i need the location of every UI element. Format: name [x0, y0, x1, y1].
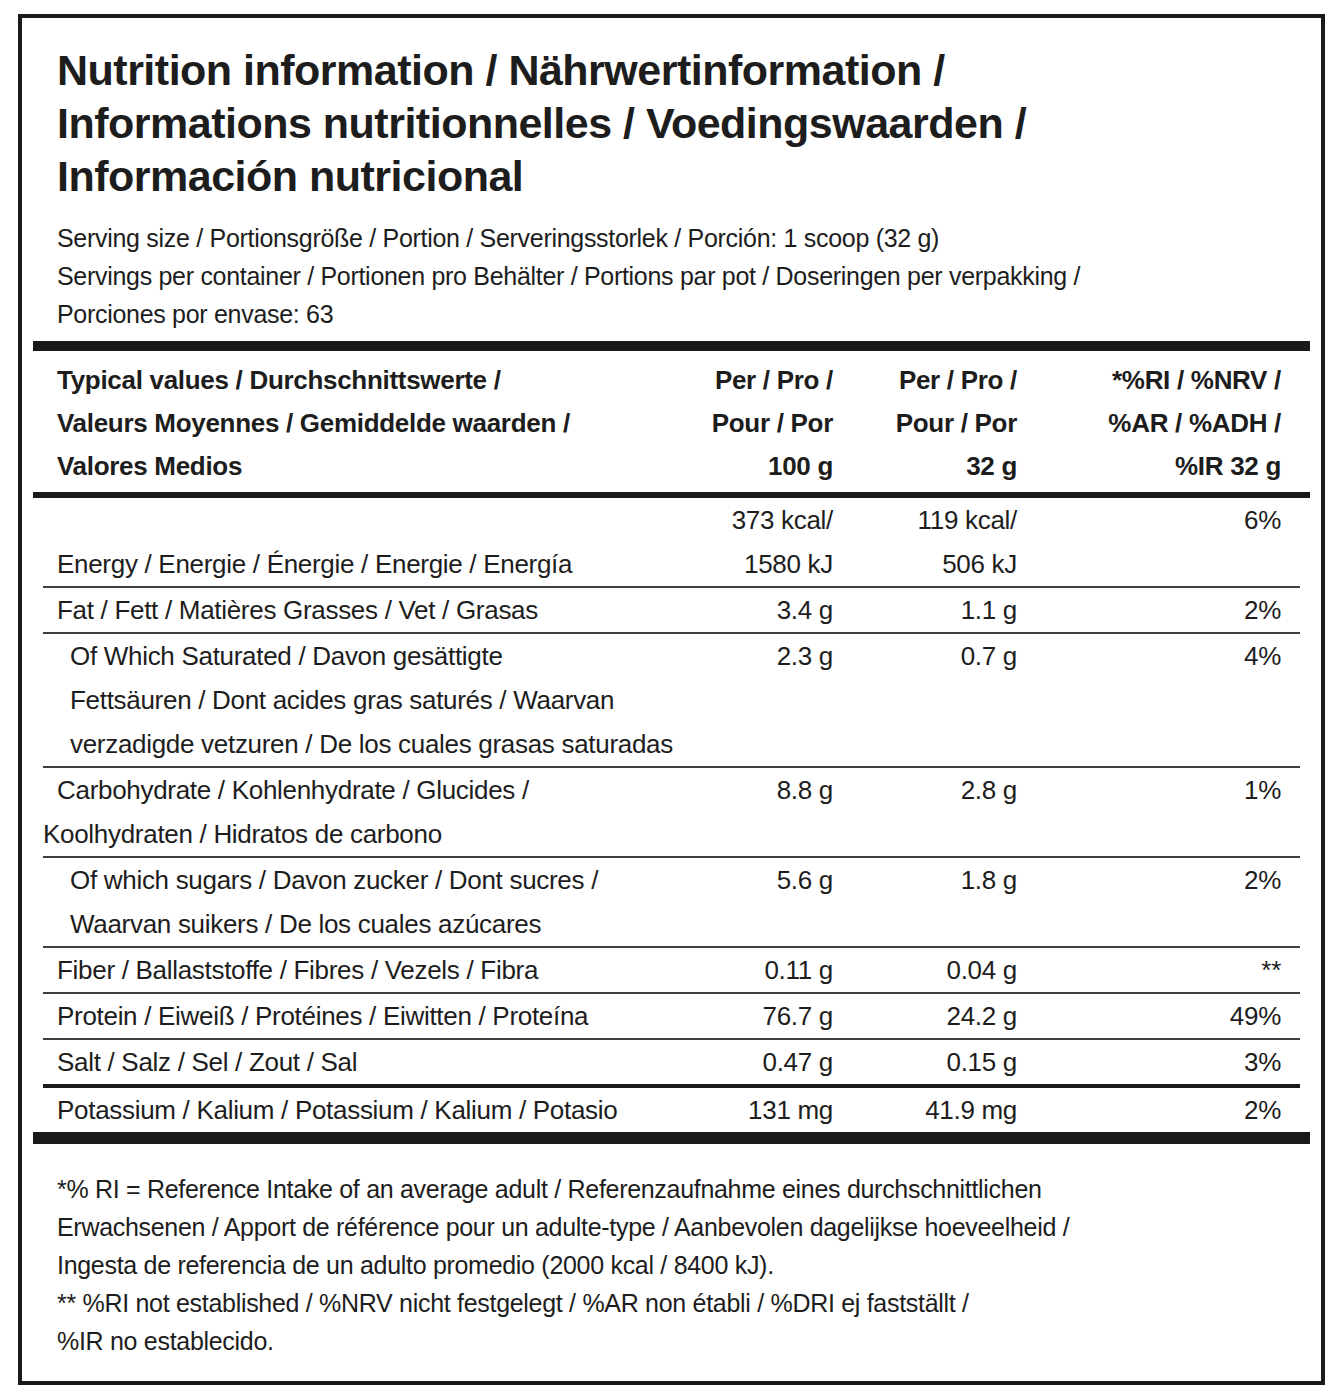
table-row-line: Fettsäuren / Dont acides gras saturés / … [43, 678, 1300, 722]
value-per-100g: 3.4 g [693, 588, 833, 632]
value-ri-percent: 2% [1017, 858, 1290, 902]
table-row-line: 373 kcal/119 kcal/6% [43, 498, 1300, 542]
table-row-carbohydrate: Carbohydrate / Kohlenhydrate / Glucides … [43, 768, 1300, 856]
value-ri-percent: 3% [1017, 1040, 1290, 1084]
table-row-line: Fat / Fett / Matières Grasses / Vet / Gr… [43, 588, 1300, 632]
table-row-line: Of Which Saturated / Davon gesättigte2.3… [43, 634, 1300, 678]
value-per-100g: 373 kcal/ [693, 498, 833, 542]
table-row-line: Carbohydrate / Kohlenhydrate / Glucides … [43, 768, 1300, 812]
value-per-100g: 5.6 g [693, 858, 833, 902]
footnote-reference-intake: *% RI = Reference Intake of an average a… [57, 1170, 1286, 1284]
footnote-not-established: ** %RI not established / %NRV nicht fest… [57, 1284, 1286, 1360]
table-header: Typical values / Durchschnittswerte / Va… [43, 351, 1300, 492]
table-row-salt: Salt / Salz / Sel / Zout / Sal0.47 g0.15… [43, 1040, 1300, 1084]
table-row-line: Salt / Salz / Sel / Zout / Sal0.47 g0.15… [43, 1040, 1300, 1084]
nutrient-label: Of which sugars / Davon zucker / Dont su… [43, 858, 693, 902]
value-per-100g: 0.47 g [693, 1040, 833, 1084]
table-row-potassium: Potassium / Kalium / Potassium / Kalium … [43, 1088, 1300, 1132]
nutrient-label: Carbohydrate / Kohlenhydrate / Glucides … [43, 768, 693, 812]
table-row-line: Potassium / Kalium / Potassium / Kalium … [43, 1088, 1300, 1132]
nutrient-label: Fiber / Ballaststoffe / Fibres / Vezels … [43, 948, 693, 992]
nutrient-label: Of Which Saturated / Davon gesättigte [43, 634, 693, 678]
nutrient-label: Fettsäuren / Dont acides gras saturés / … [43, 678, 693, 722]
serving-size-line: Serving size / Portionsgröße / Portion /… [57, 219, 1286, 257]
value-ri-percent: 4% [1017, 634, 1290, 678]
table-row-line: Waarvan suikers / De los cuales azúcares [43, 902, 1300, 946]
separator-bar-bottom [33, 1132, 1310, 1144]
table-row-fiber: Fiber / Ballaststoffe / Fibres / Vezels … [43, 948, 1300, 992]
table-body: 373 kcal/119 kcal/6%Energy / Energie / É… [43, 498, 1300, 1132]
value-per-32g: 119 kcal/ [833, 498, 1017, 542]
table-row-fat: Fat / Fett / Matières Grasses / Vet / Gr… [43, 588, 1300, 632]
nutrition-label: Nutrition information / Nährwertinformat… [18, 14, 1325, 1385]
table-row-line: verzadigde vetzuren / De los cuales gras… [43, 722, 1300, 766]
nutrient-label: Koolhydraten / Hidratos de carbono [43, 812, 693, 856]
value-per-32g: 0.15 g [833, 1040, 1017, 1084]
value-per-32g: 506 kJ [833, 542, 1017, 586]
value-ri-percent: 2% [1017, 588, 1290, 632]
header-per-32g: Per / Pro / Pour / Por 32 g [833, 359, 1017, 488]
table-row-sugars: Of which sugars / Davon zucker / Dont su… [43, 858, 1300, 946]
nutrient-label: Energy / Energie / Énergie / Energie / E… [43, 542, 693, 586]
value-ri-percent: ** [1017, 948, 1290, 992]
nutrient-label: Waarvan suikers / De los cuales azúcares [43, 902, 693, 946]
header-per-100g: Per / Pro / Pour / Por 100 g [693, 359, 833, 488]
value-per-32g: 2.8 g [833, 768, 1017, 812]
table-row-line: Of which sugars / Davon zucker / Dont su… [43, 858, 1300, 902]
nutrient-label: Fat / Fett / Matières Grasses / Vet / Gr… [43, 588, 693, 632]
value-ri-percent: 6% [1017, 498, 1290, 542]
value-per-32g: 0.04 g [833, 948, 1017, 992]
header-typical-values: Typical values / Durchschnittswerte / Va… [43, 359, 693, 488]
value-per-100g: 1580 kJ [693, 542, 833, 586]
value-per-32g: 1.1 g [833, 588, 1017, 632]
value-per-32g: 0.7 g [833, 634, 1017, 678]
value-ri-percent: 2% [1017, 1088, 1290, 1132]
table-row-line: Energy / Energie / Énergie / Energie / E… [43, 542, 1300, 586]
table-row-protein: Protein / Eiweiß / Protéines / Eiwitten … [43, 994, 1300, 1038]
nutrient-label: Protein / Eiweiß / Protéines / Eiwitten … [43, 994, 693, 1038]
value-per-100g: 2.3 g [693, 634, 833, 678]
nutrition-table: Typical values / Durchschnittswerte / Va… [43, 351, 1300, 492]
page-title: Nutrition information / Nährwertinformat… [57, 44, 1286, 203]
value-per-100g: 131 mg [693, 1088, 833, 1132]
nutrient-label: Potassium / Kalium / Potassium / Kalium … [43, 1088, 693, 1132]
servings-per-container-line: Servings per container / Portionen pro B… [57, 257, 1286, 333]
serving-info: Serving size / Portionsgröße / Portion /… [57, 219, 1286, 333]
value-per-32g: 41.9 mg [833, 1088, 1017, 1132]
value-per-32g: 24.2 g [833, 994, 1017, 1038]
table-row-line: Fiber / Ballaststoffe / Fibres / Vezels … [43, 948, 1300, 992]
table-row-energy: 373 kcal/119 kcal/6%Energy / Energie / É… [43, 498, 1300, 586]
table-row-line: Protein / Eiweiß / Protéines / Eiwitten … [43, 994, 1300, 1038]
footnotes: *% RI = Reference Intake of an average a… [57, 1170, 1286, 1360]
header-ri-percent: *%RI / %NRV / %AR / %ADH / %IR 32 g [1017, 359, 1290, 488]
value-per-32g: 1.8 g [833, 858, 1017, 902]
nutrient-label: Salt / Salz / Sel / Zout / Sal [43, 1040, 693, 1084]
value-ri-percent: 49% [1017, 994, 1290, 1038]
table-row-line: Koolhydraten / Hidratos de carbono [43, 812, 1300, 856]
separator-bar-top [33, 341, 1310, 351]
value-per-100g: 76.7 g [693, 994, 833, 1038]
value-ri-percent: 1% [1017, 768, 1290, 812]
table-row-saturated-fat: Of Which Saturated / Davon gesättigte2.3… [43, 634, 1300, 766]
value-per-100g: 0.11 g [693, 948, 833, 992]
value-per-100g: 8.8 g [693, 768, 833, 812]
nutrient-label: verzadigde vetzuren / De los cuales gras… [43, 722, 693, 766]
